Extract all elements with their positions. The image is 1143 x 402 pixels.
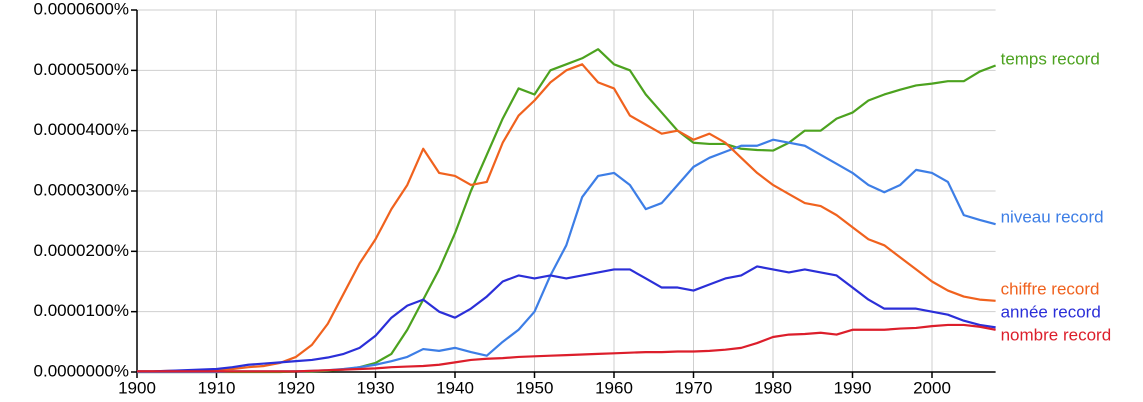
series-line [137, 323, 996, 373]
series-label: année record [1001, 302, 1101, 321]
y-tick-label: 0.0000400% [34, 120, 129, 139]
x-tick-label: 1960 [595, 378, 633, 397]
series-line [137, 48, 996, 374]
x-tick-label: 1900 [118, 378, 156, 397]
x-tick-label: 1920 [277, 378, 315, 397]
y-tick-label: 0.0000000% [34, 361, 129, 380]
y-tick-label: 0.0000300% [34, 180, 129, 199]
x-tick-label: 1990 [834, 378, 872, 397]
series-label: chiffre record [1001, 279, 1100, 298]
series-label: temps record [1001, 49, 1100, 68]
x-tick-label: 1950 [516, 378, 554, 397]
series-label: niveau record [1001, 207, 1104, 226]
x-tick-label: 1910 [198, 378, 236, 397]
series-label: nombre record [1001, 325, 1112, 344]
x-tick-label: 1930 [357, 378, 395, 397]
y-tick-label: 0.0000500% [34, 60, 129, 79]
y-tick-label: 0.0000600% [34, 0, 129, 18]
x-tick-label: 1940 [436, 378, 474, 397]
series-line [137, 265, 996, 373]
y-tick-label: 0.0000100% [34, 301, 129, 320]
x-tick-label: 1980 [754, 378, 792, 397]
series-line [137, 63, 996, 373]
series-line [137, 138, 996, 374]
x-tick-label: 2000 [913, 378, 951, 397]
x-tick-label: 1970 [675, 378, 713, 397]
y-tick-label: 0.0000200% [34, 241, 129, 260]
